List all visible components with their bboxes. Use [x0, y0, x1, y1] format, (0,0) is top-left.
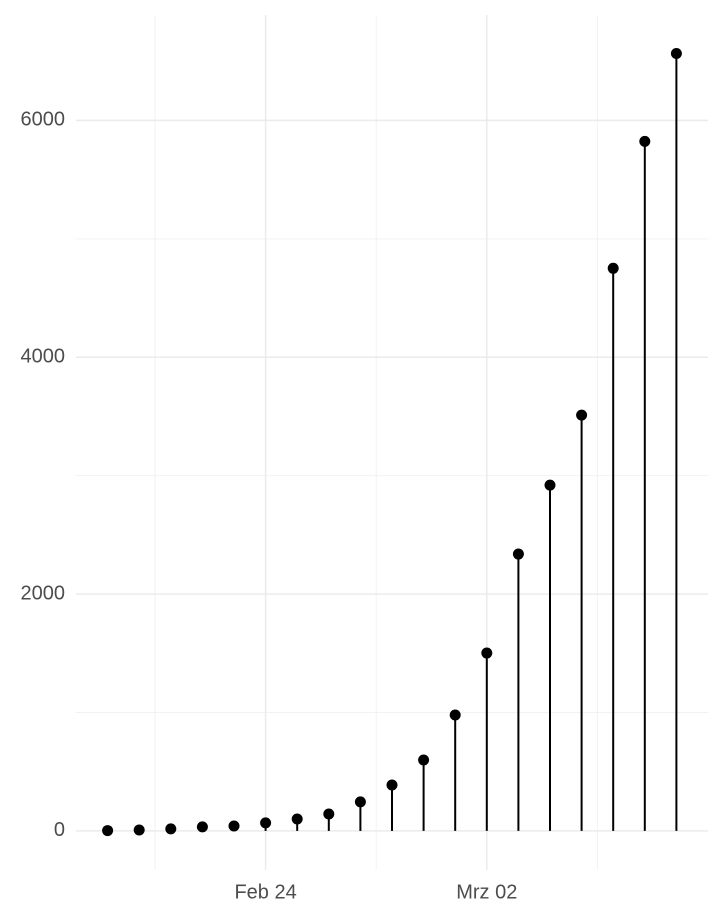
dot: [639, 135, 651, 147]
y-tick-label: 4000: [21, 346, 66, 368]
dot: [670, 47, 682, 59]
dot: [386, 779, 398, 791]
dot: [576, 409, 588, 421]
y-tick-label: 2000: [21, 582, 66, 604]
dot: [196, 821, 208, 833]
x-tick-label: Mrz 02: [456, 881, 517, 903]
dot: [481, 647, 493, 659]
dot: [512, 548, 524, 560]
dot: [228, 820, 240, 832]
dot: [354, 796, 366, 808]
dot: [607, 262, 619, 274]
dot: [260, 817, 272, 829]
dot: [449, 709, 461, 721]
x-tick-label: Feb 24: [234, 881, 296, 903]
dot: [323, 808, 335, 820]
y-tick-label: 6000: [21, 109, 66, 131]
dot: [102, 825, 114, 837]
dot: [418, 754, 430, 766]
dot: [165, 823, 177, 835]
dot: [291, 813, 303, 825]
y-tick-label: 0: [54, 819, 65, 841]
dot: [544, 479, 556, 491]
dot: [133, 824, 145, 836]
